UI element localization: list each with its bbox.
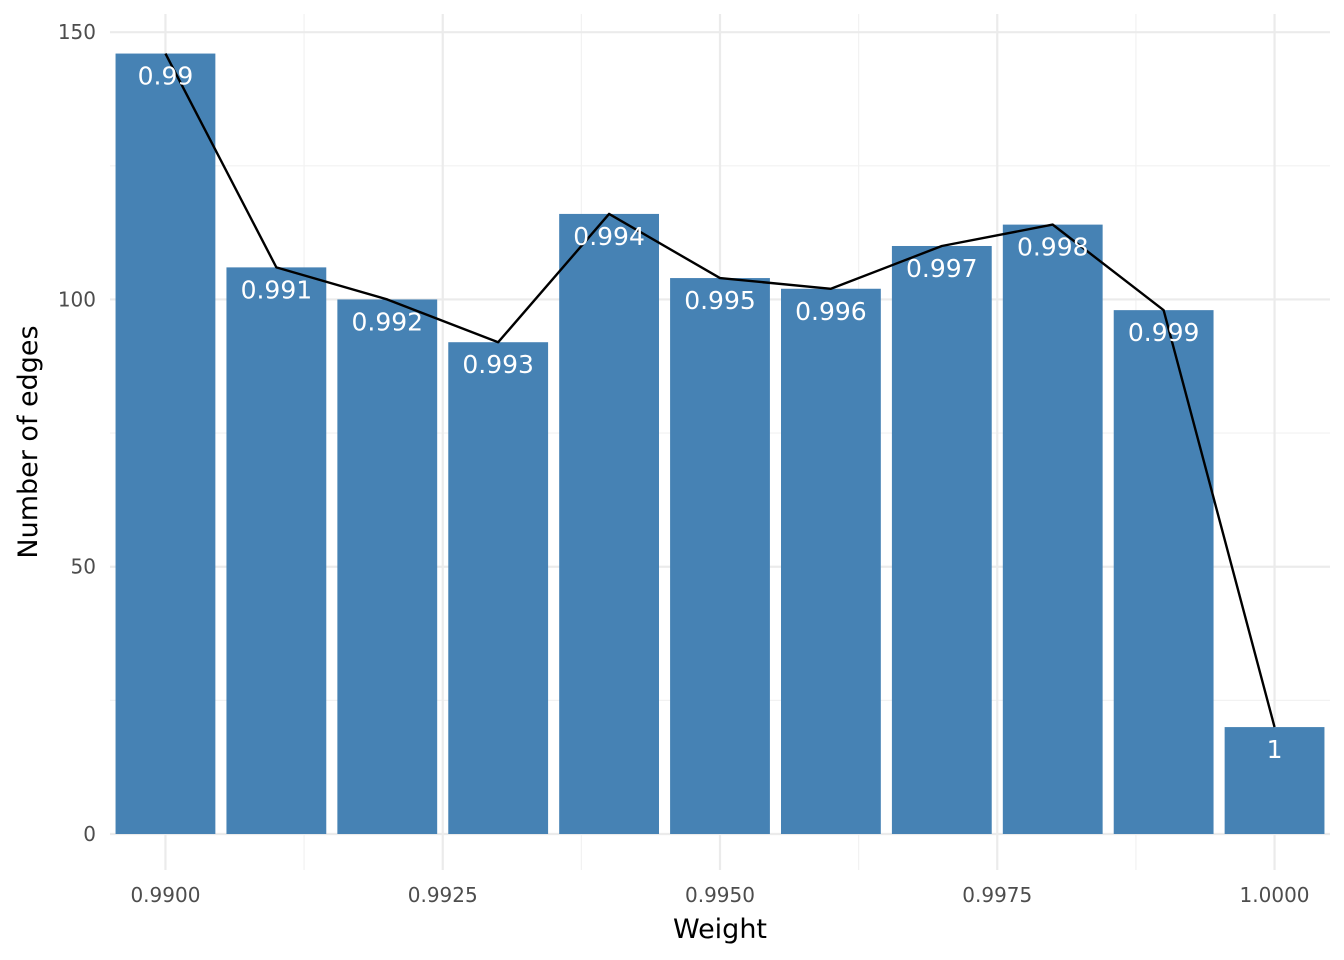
bar-label: 0.993 <box>462 350 534 379</box>
bar <box>559 213 659 835</box>
bar <box>226 267 327 834</box>
x-axis-ticks: 0.9900 0.9925 0.9950 0.9975 1.0000 <box>130 883 1309 907</box>
x-tick-label: 0.9975 <box>962 883 1032 907</box>
bar <box>337 299 438 834</box>
y-tick-label: 50 <box>71 555 96 579</box>
x-tick-label: 0.9900 <box>130 883 200 907</box>
x-axis-title: Weight <box>673 914 767 945</box>
y-tick-label: 0 <box>83 822 96 846</box>
x-tick-label: 1.0000 <box>1240 883 1310 907</box>
y-tick-label: 150 <box>58 20 96 44</box>
bar-label: 0.991 <box>241 275 313 304</box>
bar <box>448 342 549 834</box>
bar-label: 1 <box>1267 735 1283 764</box>
bar-label: 0.997 <box>906 254 978 283</box>
bar-label: 0.99 <box>138 62 194 91</box>
trend-line <box>164 53 1276 728</box>
trend-line-group <box>164 53 1276 728</box>
y-axis-ticks: 0 50 100 150 <box>58 20 96 846</box>
bar <box>670 278 770 834</box>
bar-label: 0.996 <box>795 297 867 326</box>
bar-label: 0.994 <box>573 222 645 251</box>
bar-label: 0.995 <box>684 286 756 315</box>
bar <box>781 288 881 834</box>
bar-label: 0.999 <box>1128 318 1200 347</box>
bar-labels: 0.99 0.991 0.992 0.993 0.994 0.995 0.996 0.997 0… <box>138 62 1283 765</box>
bar <box>1113 310 1214 834</box>
bar <box>1224 727 1325 834</box>
y-tick-label: 100 <box>58 287 96 311</box>
bar-label: 0.998 <box>1017 233 1089 262</box>
y-axis-title: Number of edges <box>13 325 44 558</box>
bar <box>115 53 216 835</box>
bar-label: 0.992 <box>351 307 423 336</box>
bar <box>1002 224 1103 834</box>
bar <box>891 245 992 835</box>
x-tick-label: 0.9950 <box>685 883 755 907</box>
x-tick-label: 0.9925 <box>408 883 478 907</box>
bars <box>115 53 1325 835</box>
